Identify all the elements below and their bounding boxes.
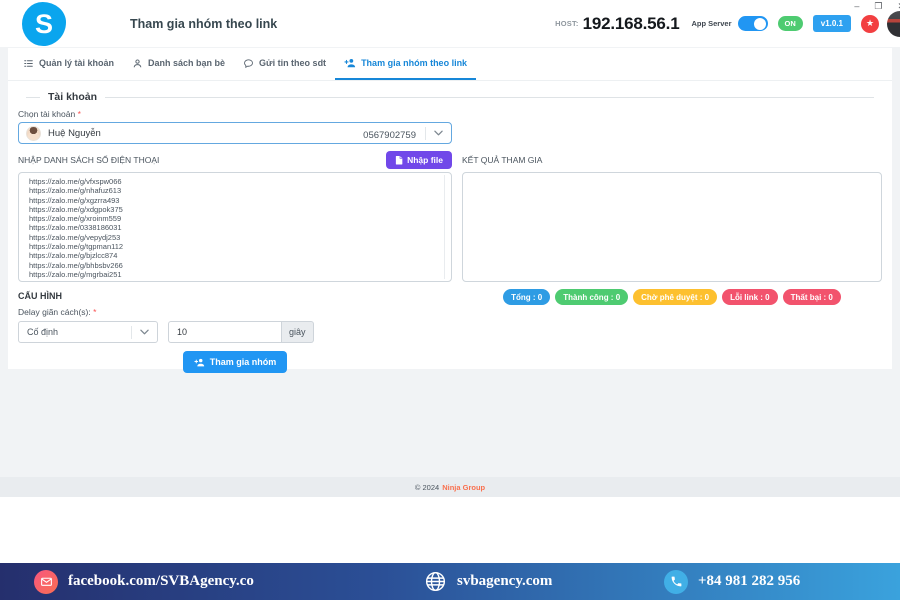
- close-button[interactable]: ✕: [897, 1, 900, 12]
- account-phone: 0567902759: [363, 130, 416, 141]
- user-avatar[interactable]: [887, 10, 900, 37]
- divider-line: [26, 96, 40, 98]
- label-text: Delay giãn cách(s):: [18, 307, 91, 317]
- file-icon: [395, 156, 403, 165]
- join-group-button[interactable]: Tham gia nhóm: [182, 351, 288, 373]
- window-controls: – ❐ ✕: [854, 1, 900, 12]
- phone-list-textarea[interactable]: https://zalo.me/g/vfxspw066 https://zalo…: [18, 172, 452, 282]
- tab-bar: Quản lý tài khoản Danh sách bạn bè Gửi t…: [8, 48, 892, 81]
- facebook-text: facebook.com/SVBAgency.co: [68, 573, 254, 589]
- maximize-button[interactable]: ❐: [874, 1, 883, 11]
- account-avatar: [26, 125, 41, 141]
- status-badge-on: ON: [777, 16, 803, 31]
- copyright-text: © 2024: [414, 482, 440, 492]
- stat-pending-badge: Chờ phê duyệt : 0: [633, 289, 718, 305]
- header-right-cluster: HOST: 192.168.56.1 App Server ON v1.0.1 …: [555, 0, 900, 47]
- phone-link[interactable]: +84 981 282 956: [664, 563, 800, 600]
- stat-success-badge: Thành công : 0: [555, 289, 629, 305]
- required-mark: *: [93, 307, 97, 317]
- chat-icon: [244, 58, 253, 68]
- tab-label: Gửi tin theo sdt: [259, 58, 327, 68]
- page-title: Tham gia nhóm theo link: [130, 16, 278, 31]
- website-link[interactable]: svbagency.com: [424, 563, 552, 600]
- globe-icon: [425, 571, 446, 592]
- phone-text: +84 981 282 956: [698, 573, 801, 589]
- logo-letter: S: [34, 8, 53, 39]
- notification-button[interactable]: ★: [861, 14, 879, 33]
- user-plus-icon: [344, 59, 356, 68]
- host-label: HOST:: [555, 19, 579, 28]
- tab-danh-sach-ban-be[interactable]: Danh sách bạn bè: [123, 48, 234, 80]
- mail-icon: [34, 569, 58, 594]
- contact-bar: facebook.com/SVBAgency.co svbagency.com …: [0, 563, 900, 600]
- tab-label: Quản lý tài khoản: [39, 58, 115, 68]
- import-file-button[interactable]: Nhập file: [386, 151, 452, 169]
- select-separator: [425, 126, 426, 140]
- tab-content: Tài khoản Chọn tài khoản * Huệ Nguyễn 05…: [8, 81, 892, 373]
- import-file-label: Nhập file: [407, 155, 443, 165]
- select-separator: [131, 325, 132, 339]
- stat-linkerror-badge: Lỗi link : 0: [722, 289, 778, 305]
- chevron-down-icon: [426, 130, 451, 136]
- delay-type-select[interactable]: Cố định: [18, 321, 158, 343]
- tab-label: Danh sách bạn bè: [148, 58, 226, 68]
- section-divider-tai-khoan: Tài khoản: [26, 91, 874, 103]
- minimize-button[interactable]: –: [854, 1, 860, 11]
- app-header: – ❐ ✕ S Tham gia nhóm theo link HOST: 19…: [0, 0, 900, 47]
- empty-space: [0, 369, 900, 477]
- toggle-knob: [753, 17, 766, 30]
- delay-value-input[interactable]: [168, 321, 282, 343]
- config-section-title: CẤU HÌNH: [18, 291, 62, 301]
- main-card: Quản lý tài khoản Danh sách bạn bè Gửi t…: [8, 48, 892, 373]
- phone-list-column: NHẬP DANH SÁCH SỐ ĐIỆN THOẠI Nhập file h…: [18, 150, 452, 373]
- brand-link[interactable]: Ninja Group: [442, 482, 486, 492]
- list-icon: [24, 59, 33, 67]
- result-textarea[interactable]: [462, 172, 882, 282]
- delay-unit-addon: giây: [282, 321, 314, 343]
- user-icon: [133, 58, 142, 67]
- facebook-link[interactable]: facebook.com/SVBAgency.co: [34, 563, 254, 600]
- host-value: 192.168.56.1: [582, 13, 680, 33]
- required-mark: *: [77, 109, 81, 119]
- tab-gui-tin-theo-sdt[interactable]: Gửi tin theo sdt: [234, 48, 335, 80]
- delay-label: Delay giãn cách(s): *: [18, 307, 452, 317]
- tab-tham-gia-nhom-theo-link[interactable]: Tham gia nhóm theo link: [335, 48, 477, 80]
- app-server-toggle[interactable]: [737, 16, 768, 31]
- divider-line: [105, 96, 874, 98]
- app-server-label: App Server: [691, 19, 732, 28]
- footer: © 2024 Ninja Group: [0, 477, 900, 497]
- star-icon: ★: [865, 18, 875, 28]
- chevron-down-icon: [132, 329, 157, 335]
- result-label: KẾT QUẢ THAM GIA: [462, 155, 543, 165]
- skype-logo: S: [22, 2, 66, 46]
- website-text: svbagency.com: [457, 573, 553, 589]
- stats-badges: Tổng : 0 Thành công : 0 Chờ phê duyệt : …: [462, 289, 882, 305]
- user-plus-icon: [194, 358, 204, 366]
- tab-label: Tham gia nhóm theo link: [361, 58, 468, 68]
- tab-quan-ly-tai-khoan[interactable]: Quản lý tài khoản: [14, 48, 123, 80]
- phone-list-label: NHẬP DANH SÁCH SỐ ĐIỆN THOẠI: [18, 155, 160, 165]
- stat-total-badge: Tổng : 0: [503, 289, 551, 305]
- section-title: Tài khoản: [48, 91, 98, 103]
- version-badge[interactable]: v1.0.1: [812, 15, 851, 32]
- delay-type-value: Cố định: [27, 327, 59, 337]
- stat-failed-badge: Thất bại : 0: [782, 289, 841, 305]
- result-column: KẾT QUẢ THAM GIA Tổng : 0 Thành công : 0…: [462, 150, 882, 373]
- account-select-label: Chọn tài khoản *: [18, 109, 882, 119]
- label-text: Chọn tài khoản: [18, 109, 76, 119]
- phone-icon: [664, 569, 688, 594]
- account-select[interactable]: Huệ Nguyễn 0567902759: [18, 122, 452, 144]
- join-group-label: Tham gia nhóm: [209, 357, 277, 367]
- account-name: Huệ Nguyễn: [48, 127, 101, 139]
- page-background: Quản lý tài khoản Danh sách bạn bè Gửi t…: [0, 47, 900, 497]
